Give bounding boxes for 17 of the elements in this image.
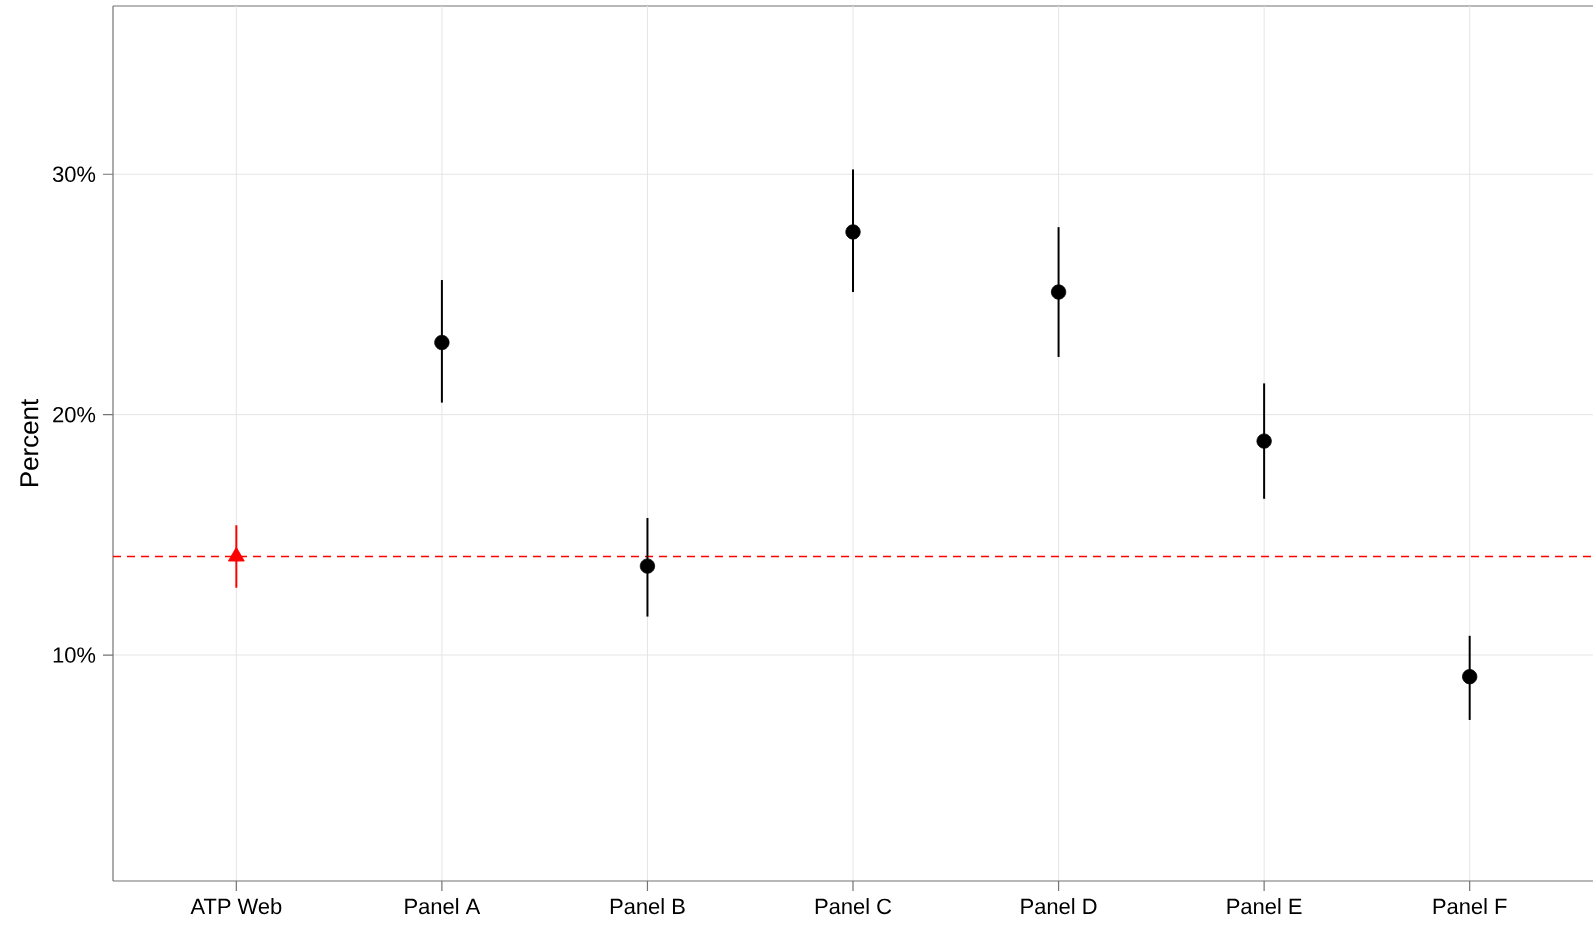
x-tick-label: Panel B (610, 898, 685, 915)
x-tick-label: Panel D (1021, 898, 1097, 915)
x-tick-label: Panel F (1433, 898, 1507, 915)
x-tick-label: Panel A (405, 898, 481, 915)
y-tick-label: 20% (53, 406, 96, 423)
point (1050, 284, 1067, 300)
point (1256, 433, 1272, 449)
y-tick-label: 30% (52, 166, 96, 183)
point (845, 224, 861, 240)
x-tick-label: Panel E (1227, 898, 1302, 915)
x-tick-label: Panel C (815, 898, 892, 915)
y-axis-title: Percent (20, 399, 39, 486)
point (639, 558, 656, 574)
y-tick-label: 10% (53, 647, 96, 663)
point (1462, 669, 1478, 685)
point (434, 334, 450, 351)
x-tick-label: ATP Web (190, 898, 282, 915)
